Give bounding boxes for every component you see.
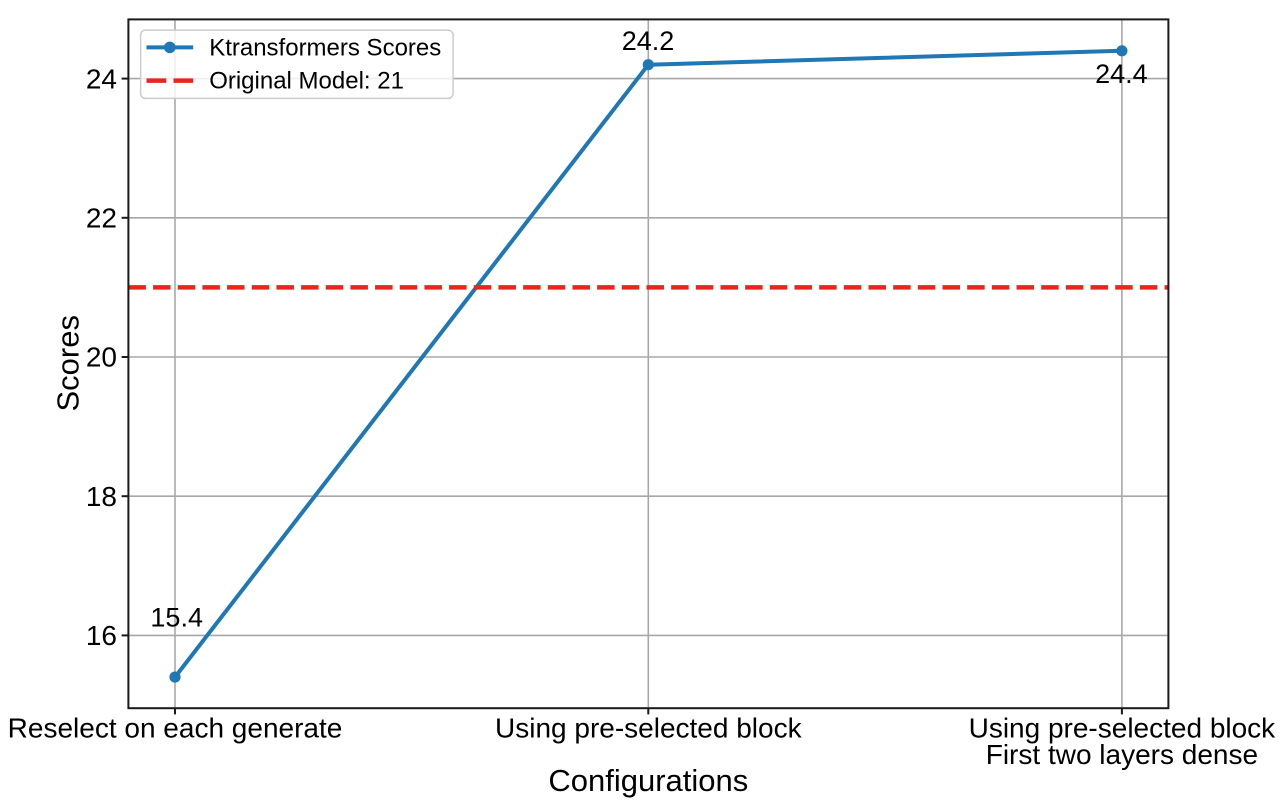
svg-text:20: 20 [86,342,117,373]
svg-text:First two layers dense: First two layers dense [986,739,1258,770]
svg-text:22: 22 [86,202,117,233]
svg-text:Ktransformers Scores: Ktransformers Scores [209,34,441,61]
svg-text:24.2: 24.2 [622,26,675,56]
svg-text:Reselect on each generate: Reselect on each generate [8,713,343,744]
svg-text:24.4: 24.4 [1095,59,1148,89]
svg-text:Using pre-selected block: Using pre-selected block [495,713,803,744]
svg-text:18: 18 [86,481,117,512]
svg-text:15.4: 15.4 [150,602,203,632]
svg-text:Configurations: Configurations [548,763,748,798]
svg-text:16: 16 [86,620,117,651]
svg-text:Original Model: 21: Original Model: 21 [209,68,404,95]
svg-text:Scores: Scores [51,315,86,411]
svg-text:Using pre-selected block: Using pre-selected block [969,713,1277,744]
svg-text:24: 24 [86,63,117,94]
